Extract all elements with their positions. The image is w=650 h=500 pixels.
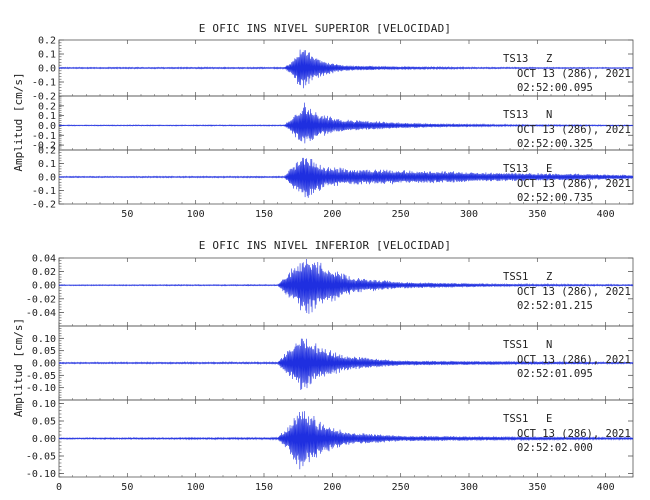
component-code: E bbox=[546, 413, 552, 425]
x-tick-label: 150 bbox=[255, 209, 273, 220]
y-tick-label: 0.00 bbox=[32, 434, 56, 445]
trace-ts13-e: 0.2 0.1 0.0 -0.1 -0.2 TS13 E OCT 13 (286), 2021… bbox=[32, 146, 634, 211]
component-code: N bbox=[546, 109, 552, 121]
record-time: 02:52:00.095 bbox=[517, 82, 593, 94]
waveform-line bbox=[58, 102, 634, 144]
trace-tss1-z: 0.04 0.02 0.00 -0.02 -0.04 TSS1 Z OCT 13 (286),… bbox=[26, 254, 634, 327]
record-date: OCT 13 (286), 2021 bbox=[517, 124, 631, 136]
panel-title: E OFIC INS NIVEL SUPERIOR [VELOCIDAD] bbox=[199, 22, 451, 35]
y-tick-label: 0.00 bbox=[32, 281, 56, 292]
y-tick-label: -0.02 bbox=[26, 294, 56, 305]
x-tick-label: 300 bbox=[460, 482, 478, 493]
y-tick-label: 0.2 bbox=[38, 146, 56, 157]
component-code: N bbox=[546, 339, 552, 351]
y-tick-label: -0.10 bbox=[26, 383, 56, 394]
y-tick-label: 0.10 bbox=[32, 399, 56, 410]
trace-tss1-n: 0.100.05 0.00-0.05-0.10 TSS1 N OCT 13 (286),… bbox=[26, 325, 634, 401]
y-tick-label: -0.2 bbox=[32, 92, 56, 103]
y-tick-label: 0.05 bbox=[32, 417, 56, 428]
waveform-line bbox=[58, 157, 634, 198]
record-time: 02:52:00.735 bbox=[517, 192, 593, 204]
y-tick-label: 0.0 bbox=[38, 64, 56, 75]
record-date: OCT 13 (286), 2021 bbox=[517, 68, 631, 80]
y-tick-label: -0.1 bbox=[32, 131, 56, 142]
record-time: 02:52:00.325 bbox=[517, 138, 593, 150]
y-tick-label: 0.00 bbox=[32, 359, 56, 370]
record-date: OCT 13 (286), 2021 bbox=[517, 286, 631, 298]
record-time: 02:52:01.095 bbox=[517, 368, 593, 380]
y-tick-label: -0.1 bbox=[32, 78, 56, 89]
trace-ts13-z: 0.2 0.1 0.0 -0.1 -0.2 TS13 Z OCT 13 (286), 2021… bbox=[32, 36, 634, 103]
y-axis-label: Amplitud [cm/s] bbox=[12, 318, 25, 417]
x-tick-label: 150 bbox=[255, 482, 273, 493]
y-tick-label: 0.0 bbox=[38, 173, 56, 184]
x-tick-label: 300 bbox=[460, 209, 478, 220]
x-tick-label: 350 bbox=[528, 209, 546, 220]
y-tick-label: -0.05 bbox=[26, 371, 56, 382]
x-tick-label: 100 bbox=[187, 482, 205, 493]
y-tick-label: -0.10 bbox=[26, 469, 56, 480]
x-tick-label: 400 bbox=[597, 209, 615, 220]
station-code: TSS1 bbox=[503, 339, 528, 351]
x-tick-label: 50 bbox=[121, 482, 133, 493]
station-code: TSS1 bbox=[503, 413, 528, 425]
y-tick-label: 0.1 bbox=[38, 50, 56, 61]
y-tick-label: -0.2 bbox=[32, 200, 56, 211]
panel-inferior: E OFIC INS NIVEL INFERIOR [VELOCIDAD] Amp… bbox=[12, 239, 634, 493]
waveform-line bbox=[58, 411, 634, 470]
y-tick-label: -0.2 bbox=[32, 141, 56, 152]
record-date: OCT 13 (286), 2021 bbox=[517, 178, 631, 190]
y-tick-label: -0.05 bbox=[26, 452, 56, 463]
y-tick-label: 0.05 bbox=[32, 346, 56, 357]
y-tick-label: 0.10 bbox=[32, 334, 56, 345]
y-tick-label: -0.04 bbox=[26, 308, 56, 319]
trace-tss1-e: 0.10 0.05 0.00 -0.05 -0.10 TSS1 E OCT 13 (286),… bbox=[26, 399, 634, 480]
station-code: TS13 bbox=[503, 163, 528, 175]
x-tick-label: 250 bbox=[392, 482, 410, 493]
y-tick-label: 0.1 bbox=[38, 159, 56, 170]
x-tick-label: 100 bbox=[187, 209, 205, 220]
x-tick-label: 250 bbox=[392, 209, 410, 220]
y-tick-label: 0.2 bbox=[38, 101, 56, 112]
y-tick-label: -0.1 bbox=[32, 186, 56, 197]
waveform-line bbox=[58, 49, 634, 89]
record-date: OCT 13 (286), 2021 bbox=[517, 354, 631, 366]
y-tick-label: 0.04 bbox=[32, 254, 56, 265]
component-code: Z bbox=[546, 53, 552, 65]
panel-superior: E OFIC INS NIVEL SUPERIOR [VELOCIDAD] Amp… bbox=[12, 22, 634, 220]
station-code: TS13 bbox=[503, 53, 528, 65]
y-tick-label: 0.02 bbox=[32, 267, 56, 278]
station-code: TSS1 bbox=[503, 271, 528, 283]
component-code: Z bbox=[546, 271, 552, 283]
x-tick-label: 200 bbox=[323, 209, 341, 220]
x-tick-label: 50 bbox=[121, 209, 133, 220]
panel-title: E OFIC INS NIVEL INFERIOR [VELOCIDAD] bbox=[199, 239, 451, 252]
waveform-line bbox=[58, 259, 634, 314]
y-axis-label: Amplitud [cm/s] bbox=[12, 72, 25, 171]
station-code: TS13 bbox=[503, 109, 528, 121]
y-tick-label: 0.2 bbox=[38, 36, 56, 47]
x-tick-label: 0 bbox=[56, 482, 62, 493]
record-date: OCT 13 (286), 2021 bbox=[517, 428, 631, 440]
x-tick-label: 350 bbox=[528, 482, 546, 493]
y-tick-label: 0.1 bbox=[38, 111, 56, 122]
record-time: 02:52:02.000 bbox=[517, 442, 593, 454]
record-time: 02:52:01.215 bbox=[517, 300, 593, 312]
x-tick-label: 200 bbox=[323, 482, 341, 493]
y-tick-label: 0.0 bbox=[38, 121, 56, 132]
x-tick-label: 400 bbox=[597, 482, 615, 493]
waveform-line bbox=[58, 338, 634, 390]
component-code: E bbox=[546, 163, 552, 175]
